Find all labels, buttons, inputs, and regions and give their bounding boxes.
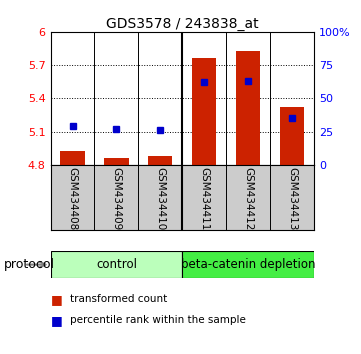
- Text: percentile rank within the sample: percentile rank within the sample: [70, 315, 246, 325]
- Text: GSM434411: GSM434411: [199, 167, 209, 230]
- Text: transformed count: transformed count: [70, 294, 168, 304]
- Bar: [236, 51, 260, 165]
- Text: ■: ■: [51, 293, 62, 306]
- Text: GSM434408: GSM434408: [68, 167, 78, 230]
- FancyBboxPatch shape: [182, 251, 314, 278]
- Text: GSM434409: GSM434409: [112, 167, 121, 230]
- Text: control: control: [96, 258, 137, 271]
- Bar: [60, 150, 84, 165]
- Text: protocol: protocol: [4, 258, 55, 271]
- Text: ■: ■: [51, 314, 62, 327]
- FancyBboxPatch shape: [51, 251, 182, 278]
- Title: GDS3578 / 243838_at: GDS3578 / 243838_at: [106, 17, 258, 31]
- Bar: [280, 107, 304, 165]
- Bar: [104, 158, 129, 165]
- Bar: [148, 156, 173, 165]
- Text: GSM434410: GSM434410: [155, 167, 165, 230]
- Text: GSM434413: GSM434413: [287, 167, 297, 230]
- Bar: [192, 58, 216, 165]
- Text: GSM434412: GSM434412: [243, 167, 253, 230]
- Text: beta-catenin depletion: beta-catenin depletion: [181, 258, 316, 271]
